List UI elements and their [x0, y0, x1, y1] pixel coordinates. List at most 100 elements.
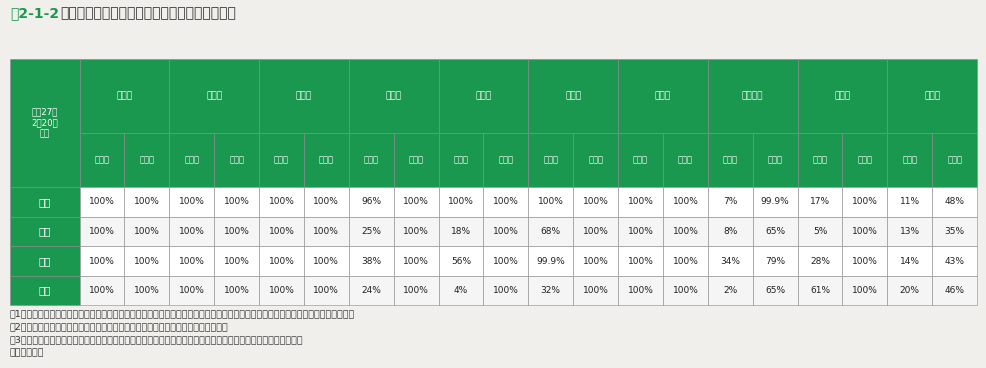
Text: 100%: 100%: [134, 197, 160, 206]
Bar: [573, 246, 617, 276]
Bar: [258, 59, 348, 133]
Text: 100%: 100%: [224, 227, 249, 236]
Text: 100%: 100%: [851, 197, 877, 206]
Text: 川内村: 川内村: [296, 91, 312, 100]
Text: 100%: 100%: [627, 227, 653, 236]
Text: 100%: 100%: [627, 256, 653, 266]
Bar: [707, 246, 752, 276]
Bar: [304, 217, 348, 246]
Bar: [842, 187, 886, 217]
Text: 100%: 100%: [671, 256, 698, 266]
Bar: [258, 217, 304, 246]
Bar: [573, 133, 617, 187]
Bar: [483, 246, 528, 276]
Text: 実施率: 実施率: [811, 155, 826, 164]
Text: 100%: 100%: [582, 197, 608, 206]
Text: 100%: 100%: [89, 286, 114, 295]
Bar: [170, 133, 214, 187]
Text: 100%: 100%: [89, 227, 114, 236]
Bar: [663, 217, 707, 246]
Text: 96%: 96%: [361, 197, 381, 206]
Text: 100%: 100%: [492, 286, 519, 295]
Text: 道路: 道路: [38, 286, 51, 296]
Bar: [663, 133, 707, 187]
Text: 24%: 24%: [361, 286, 381, 295]
Bar: [528, 276, 573, 305]
Bar: [663, 276, 707, 305]
Text: 46%: 46%: [944, 286, 963, 295]
Text: 17%: 17%: [810, 197, 829, 206]
Bar: [214, 133, 258, 187]
Bar: [348, 187, 393, 217]
Bar: [483, 276, 528, 305]
Text: 平成27年
2月20日
現在: 平成27年 2月20日 現在: [32, 107, 58, 139]
Text: 100%: 100%: [851, 286, 877, 295]
Text: 実施率: 実施率: [722, 155, 738, 164]
Text: 65%: 65%: [764, 227, 785, 236]
Text: 3：除染対象の面積等・発注面積等・除染行為が終了した面積等は、いずれも今後の精査によって変わりうる。: 3：除染対象の面積等・発注面積等・除染行為が終了した面積等は、いずれも今後の精査…: [10, 335, 303, 344]
Bar: [80, 246, 124, 276]
Text: 注1：実施率は、当該市町村の除染対象の面積等に対する、一連の除染行為（除草、堆積物除去、洗浄等）が終了した面積等の割合。: 注1：実施率は、当該市町村の除染対象の面積等に対する、一連の除染行為（除草、堆積…: [10, 309, 355, 318]
Text: 富岡町: 富岡町: [833, 91, 850, 100]
Bar: [438, 133, 483, 187]
Bar: [932, 246, 976, 276]
Bar: [438, 276, 483, 305]
Text: 100%: 100%: [314, 256, 339, 266]
Bar: [124, 217, 170, 246]
Bar: [348, 246, 393, 276]
Bar: [80, 133, 124, 187]
Text: 100%: 100%: [582, 286, 608, 295]
Text: 43%: 43%: [944, 256, 963, 266]
Text: 100%: 100%: [134, 256, 160, 266]
Text: 100%: 100%: [671, 197, 698, 206]
Text: 発注率: 発注率: [947, 155, 961, 164]
Text: 100%: 100%: [224, 256, 249, 266]
Text: 100%: 100%: [448, 197, 473, 206]
Text: 発注率: 発注率: [857, 155, 872, 164]
Bar: [573, 276, 617, 305]
Text: 13%: 13%: [899, 227, 919, 236]
Bar: [573, 187, 617, 217]
Text: 100%: 100%: [178, 286, 204, 295]
Text: 100%: 100%: [492, 227, 519, 236]
Text: 8%: 8%: [723, 227, 737, 236]
Bar: [258, 187, 304, 217]
Bar: [483, 217, 528, 246]
Bar: [797, 59, 886, 133]
Text: 田村市: 田村市: [116, 91, 132, 100]
Text: 20%: 20%: [899, 286, 919, 295]
Bar: [797, 276, 842, 305]
Bar: [932, 276, 976, 305]
Text: 99.9%: 99.9%: [535, 256, 565, 266]
Text: 100%: 100%: [402, 256, 429, 266]
Bar: [10, 217, 80, 246]
Text: 発注率: 発注率: [408, 155, 423, 164]
Bar: [842, 133, 886, 187]
Bar: [304, 133, 348, 187]
Bar: [438, 246, 483, 276]
Bar: [617, 133, 663, 187]
Text: 浪江町: 浪江町: [923, 91, 940, 100]
Text: 100%: 100%: [671, 286, 698, 295]
Bar: [797, 246, 842, 276]
Text: 100%: 100%: [89, 256, 114, 266]
Text: 100%: 100%: [224, 197, 249, 206]
Bar: [124, 246, 170, 276]
Bar: [528, 187, 573, 217]
Bar: [752, 217, 797, 246]
Text: 4%: 4%: [454, 286, 467, 295]
Text: 100%: 100%: [851, 256, 877, 266]
Bar: [573, 217, 617, 246]
Text: 100%: 100%: [268, 197, 294, 206]
Bar: [348, 59, 438, 133]
Text: 100%: 100%: [134, 286, 160, 295]
Text: 発注率: 発注率: [588, 155, 602, 164]
Text: 農地: 農地: [38, 226, 51, 237]
Bar: [170, 246, 214, 276]
Bar: [10, 276, 80, 305]
Bar: [214, 246, 258, 276]
Bar: [124, 276, 170, 305]
Bar: [483, 133, 528, 187]
Text: 100%: 100%: [314, 286, 339, 295]
Bar: [304, 276, 348, 305]
